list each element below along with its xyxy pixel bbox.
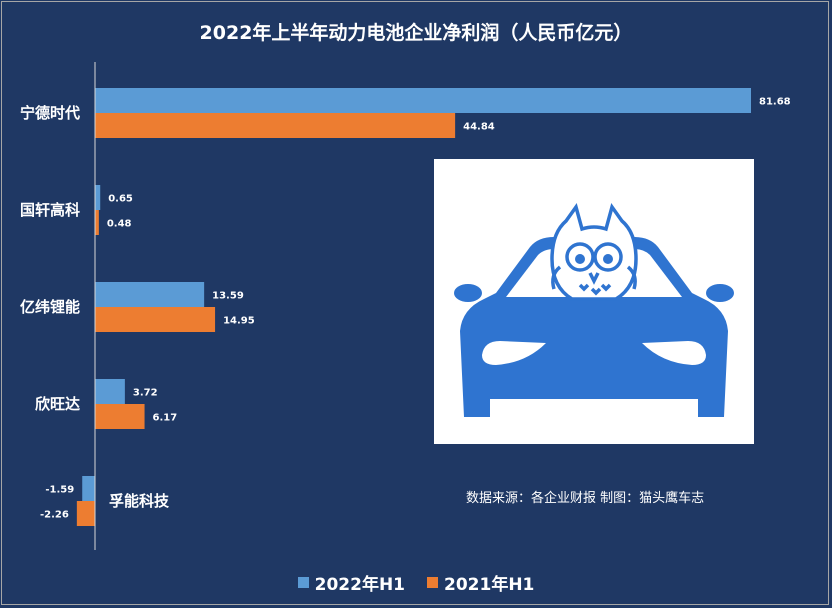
- data-label-2022-0: 81.68: [759, 97, 791, 108]
- data-label-2022-2: 13.59: [212, 291, 244, 302]
- legend-swatch-2022: [297, 577, 309, 588]
- legend-swatch-2021: [427, 577, 438, 588]
- source-note: 数据来源：各企业财报 制图：猫头鹰车志: [466, 491, 705, 506]
- bar-2022-4: [82, 476, 95, 501]
- bar-2021-4: [76, 501, 95, 526]
- chart-title: 2022年上半年动力电池企业净利润（人民币亿元）: [199, 22, 633, 44]
- legend-label-2022: 2022年H1: [314, 575, 405, 595]
- bar-2022-2: [95, 282, 205, 307]
- data-label-2021-3: 6.17: [153, 413, 178, 424]
- data-label-2021-2: 14.95: [223, 316, 255, 327]
- bar-2022-1: [95, 185, 101, 210]
- bar-2022-0: [95, 88, 751, 113]
- logo-panel: [434, 159, 754, 444]
- bar-2021-0: [95, 113, 456, 138]
- category-label-4: 孚能科技: [109, 492, 170, 510]
- bar-2021-1: [95, 210, 99, 235]
- category-label-3: 欣旺达: [35, 395, 80, 413]
- bar-chart: 81.68 44.84 宁德时代 0.65 0.48 国轩高科 13.59 14.95 亿纬锂能…: [20, 62, 791, 550]
- bar-2021-2: [95, 307, 216, 332]
- legend-item-2022: 2022年H1: [297, 570, 405, 595]
- data-label-2022-4: -1.59: [45, 485, 74, 496]
- data-label-2022-3: 3.72: [133, 388, 158, 399]
- data-label-2022-1: 0.65: [108, 194, 133, 205]
- owl-on-car-icon: [454, 202, 734, 417]
- bar-2021-3: [95, 404, 145, 429]
- legend-label-2021: 2021年H1: [444, 575, 535, 595]
- data-label-2021-0: 44.84: [463, 122, 495, 133]
- data-label-2021-1: 0.48: [107, 219, 132, 230]
- data-label-2021-4: -2.26: [40, 510, 69, 521]
- category-label-0: 宁德时代: [20, 104, 80, 122]
- bar-2022-3: [95, 379, 125, 404]
- legend-item-2021: 2021年H1: [427, 570, 534, 595]
- category-label-2: 亿纬锂能: [20, 298, 80, 316]
- legend: 2022年H1 2021年H1: [0, 570, 832, 595]
- category-label-1: 国轩高科: [20, 201, 80, 219]
